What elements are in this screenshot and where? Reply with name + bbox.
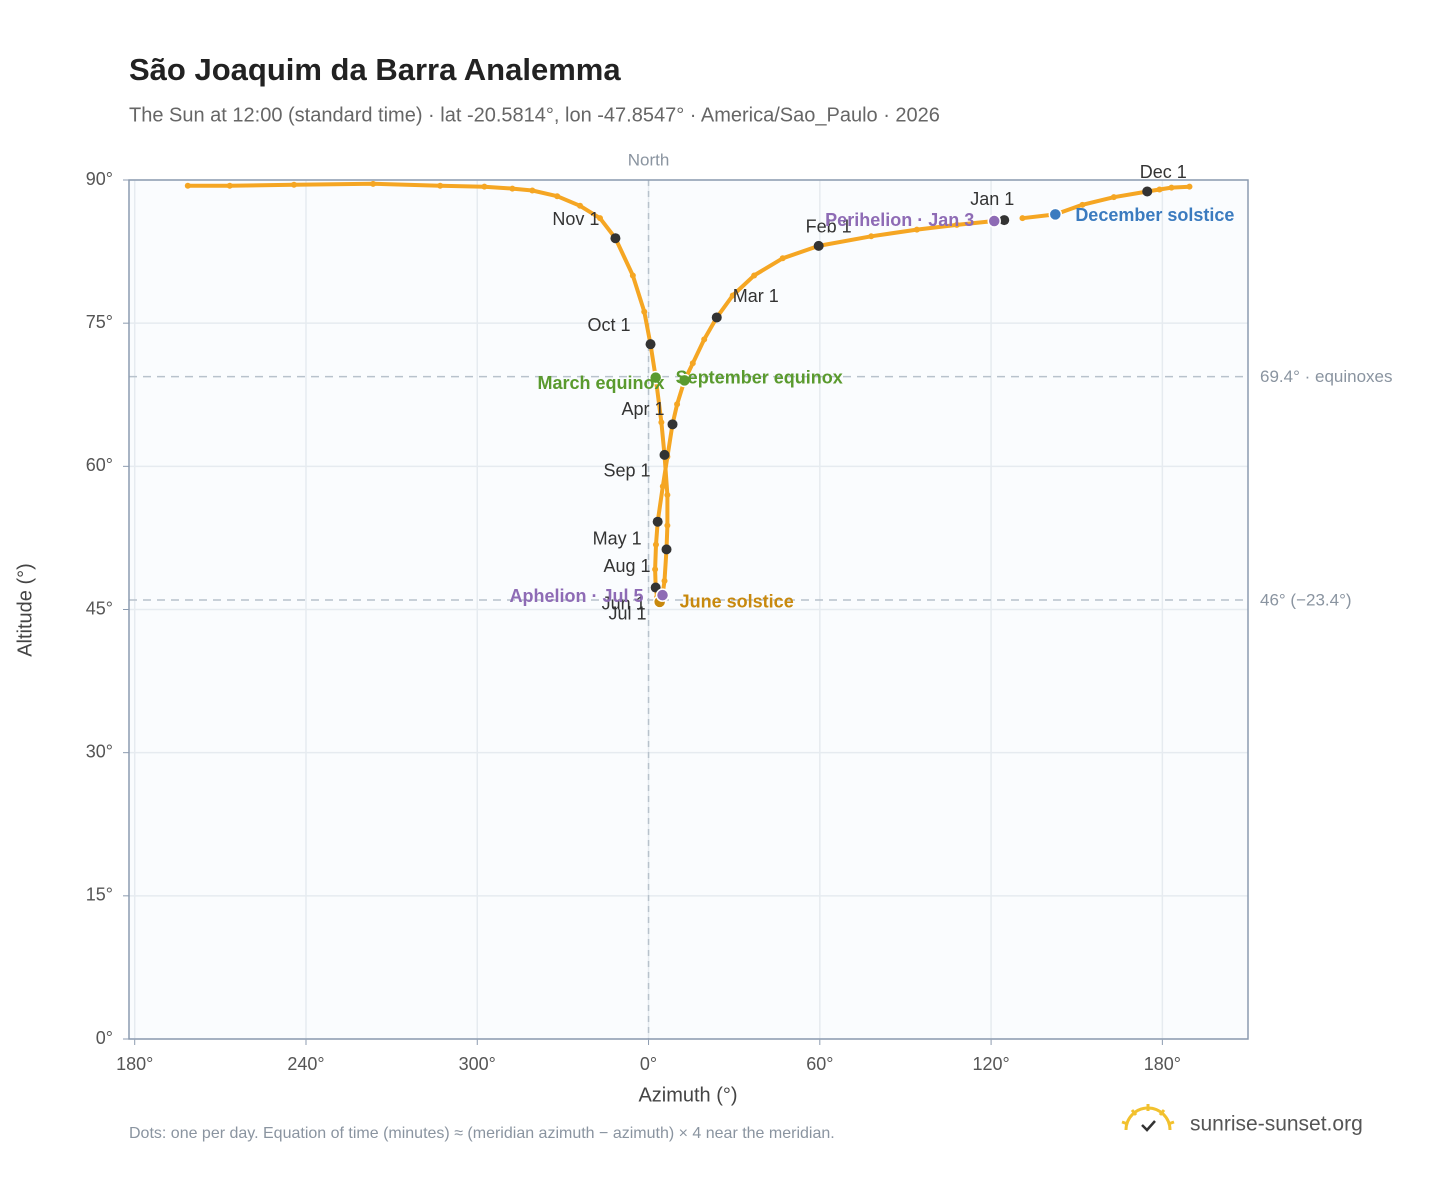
x-tick-label: 180° xyxy=(1144,1054,1181,1074)
daily-dot xyxy=(953,221,960,228)
daily-dot xyxy=(1110,194,1117,201)
y-tick-label: 45° xyxy=(86,598,113,618)
month-dot xyxy=(652,516,663,527)
month-label: Jun 1 xyxy=(602,593,646,613)
daily-dot xyxy=(1019,215,1026,222)
daily-dot xyxy=(529,187,536,194)
daily-dot xyxy=(661,577,668,584)
daily-dot xyxy=(652,566,659,573)
event-dot xyxy=(1048,207,1063,222)
daily-dot xyxy=(1168,184,1175,191)
x-tick-label: 180° xyxy=(116,1054,153,1074)
daily-dot xyxy=(674,401,681,408)
event-label: March equinox xyxy=(537,373,664,393)
event-label: Perihelion · Jan 3 xyxy=(825,210,974,230)
daily-dot xyxy=(1156,186,1163,193)
month-dot xyxy=(667,419,678,430)
month-dot xyxy=(645,339,656,350)
month-label: Jul 1 xyxy=(608,604,646,624)
event-label: June solstice xyxy=(680,592,794,612)
x-tick-label: 60° xyxy=(806,1054,833,1074)
daily-dot xyxy=(641,308,648,315)
brand-name: sunrise-sunset.org xyxy=(1190,1113,1363,1136)
event-label: December solstice xyxy=(1075,205,1234,225)
daily-dot xyxy=(437,182,444,189)
daily-dot xyxy=(913,226,920,233)
x-tick-label: 120° xyxy=(972,1054,1009,1074)
month-label: Jan 1 xyxy=(970,189,1014,209)
event-dot xyxy=(677,373,692,388)
y-tick-label: 15° xyxy=(86,885,113,905)
meridian-label: North xyxy=(628,150,670,169)
y-tick-label: 30° xyxy=(86,741,113,761)
reference-label: 46° (−23.4°) xyxy=(1260,590,1352,609)
daily-dot xyxy=(652,541,659,548)
month-label: Oct 1 xyxy=(588,315,631,335)
plot-frame xyxy=(128,179,1249,1040)
daily-dot xyxy=(659,483,666,490)
daily-dot xyxy=(689,360,696,367)
daily-dot xyxy=(629,272,636,279)
chart-title: São Joaquim da Barra Analemma xyxy=(129,52,621,87)
daily-dot xyxy=(226,182,233,189)
x-tick-label: 0° xyxy=(640,1054,657,1074)
month-dot xyxy=(999,215,1010,226)
month-label: Sep 1 xyxy=(603,461,650,481)
event-dot xyxy=(655,588,670,602)
month-label: Nov 1 xyxy=(552,209,599,229)
daily-dot xyxy=(184,182,191,189)
daily-dot xyxy=(751,272,758,279)
daily-dot xyxy=(701,336,708,343)
daily-dot xyxy=(779,255,786,262)
month-dot xyxy=(813,240,824,251)
daily-dot xyxy=(554,193,561,200)
month-dot xyxy=(711,312,722,323)
daily-dot xyxy=(290,181,297,188)
y-tick-label: 90° xyxy=(86,169,113,189)
event-label: September equinox xyxy=(676,367,843,387)
event-dot xyxy=(648,370,663,385)
month-dot xyxy=(659,449,670,460)
chart-subtitle: The Sun at 12:00 (standard time) · lat -… xyxy=(129,104,940,126)
reference-label: 69.4° · equinoxes xyxy=(1260,367,1393,386)
daily-dot xyxy=(868,233,875,240)
month-label: Apr 1 xyxy=(621,399,664,419)
daily-dot xyxy=(1186,183,1193,190)
month-label: Aug 1 xyxy=(603,556,650,576)
month-label: Dec 1 xyxy=(1140,162,1187,182)
daily-dot xyxy=(729,292,736,299)
event-label: Aphelion · Jul 5 xyxy=(510,586,644,606)
daily-dot xyxy=(509,185,516,192)
month-dot xyxy=(1142,186,1153,197)
x-tick-label: 240° xyxy=(287,1054,324,1074)
daily-dot xyxy=(370,180,377,187)
month-dot xyxy=(661,544,672,555)
daily-dot xyxy=(577,202,584,209)
daily-dot xyxy=(664,522,671,529)
daily-dot xyxy=(664,491,671,498)
footnote: Dots: one per day. Equation of time (min… xyxy=(129,1125,835,1142)
daily-dot xyxy=(481,183,488,190)
event-dot xyxy=(987,214,1001,228)
y-tick-label: 0° xyxy=(96,1028,113,1048)
y-tick-label: 75° xyxy=(86,312,113,332)
month-label: May 1 xyxy=(593,528,642,548)
daily-dot xyxy=(658,419,665,426)
month-label: Mar 1 xyxy=(733,286,779,306)
brand-logo xyxy=(1121,1104,1175,1132)
daily-dot xyxy=(597,215,604,222)
x-axis-label: Azimuth (°) xyxy=(638,1084,737,1106)
y-tick-label: 60° xyxy=(86,455,113,475)
x-tick-label: 300° xyxy=(459,1054,496,1074)
month-label: Feb 1 xyxy=(806,217,852,237)
y-axis-label: Altitude (°) xyxy=(14,563,36,657)
month-dot xyxy=(610,233,621,244)
daily-dot xyxy=(1079,201,1086,208)
